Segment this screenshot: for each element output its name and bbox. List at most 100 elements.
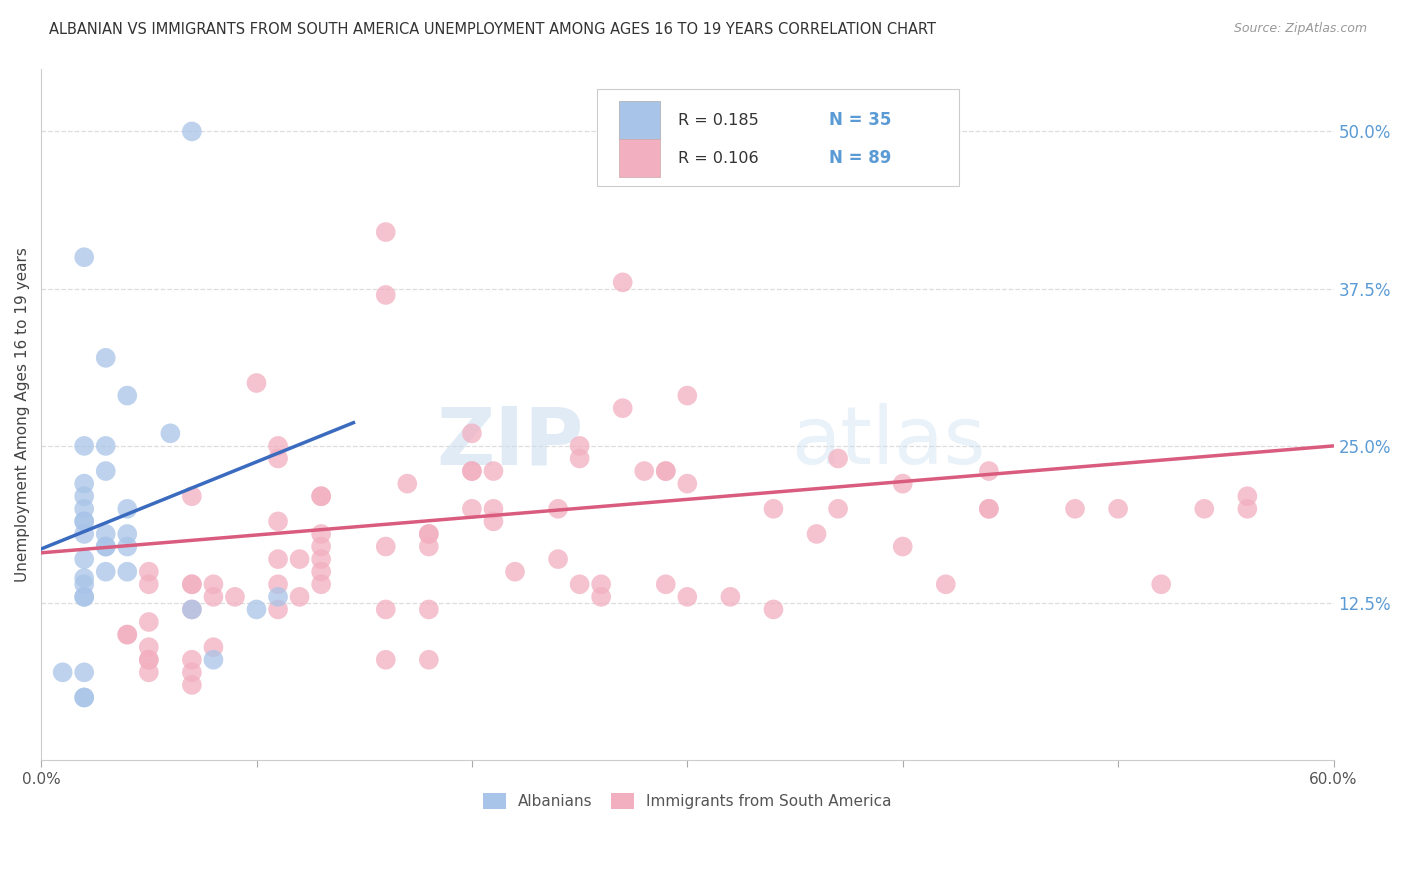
Point xyxy=(374,653,396,667)
Point xyxy=(977,501,1000,516)
Point xyxy=(309,489,332,503)
Point xyxy=(73,571,96,585)
Point xyxy=(461,464,484,478)
Point xyxy=(655,464,678,478)
Point xyxy=(547,501,569,516)
Point xyxy=(267,515,290,529)
Point xyxy=(202,577,225,591)
Point xyxy=(482,464,505,478)
Point xyxy=(94,439,117,453)
Point xyxy=(309,577,332,591)
Point xyxy=(806,527,828,541)
Point xyxy=(418,540,440,554)
Point xyxy=(73,665,96,680)
Point xyxy=(612,276,634,290)
Point xyxy=(591,577,613,591)
Point xyxy=(267,439,290,453)
Point xyxy=(309,552,332,566)
Point xyxy=(309,527,332,541)
Point xyxy=(73,552,96,566)
Point xyxy=(418,527,440,541)
Text: N = 89: N = 89 xyxy=(830,150,891,168)
Point xyxy=(138,577,160,591)
Point xyxy=(94,540,117,554)
Point xyxy=(73,515,96,529)
Point xyxy=(374,225,396,239)
Point xyxy=(52,665,75,680)
Point xyxy=(180,124,202,138)
Point xyxy=(891,540,914,554)
Point xyxy=(138,653,160,667)
Point xyxy=(245,602,267,616)
Point xyxy=(73,501,96,516)
Text: atlas: atlas xyxy=(790,403,986,481)
Point xyxy=(418,527,440,541)
Point xyxy=(267,577,290,591)
Point xyxy=(138,665,160,680)
Text: R = 0.106: R = 0.106 xyxy=(678,151,759,166)
Point xyxy=(224,590,246,604)
Point xyxy=(180,653,202,667)
Point xyxy=(461,501,484,516)
Point xyxy=(117,565,139,579)
Point xyxy=(1064,501,1087,516)
Point xyxy=(180,489,202,503)
Point xyxy=(1236,489,1258,503)
Point xyxy=(482,515,505,529)
Point xyxy=(309,489,332,503)
Point xyxy=(73,250,96,264)
Point xyxy=(138,615,160,629)
Point xyxy=(482,501,505,516)
Point xyxy=(138,565,160,579)
Point xyxy=(94,527,117,541)
Point xyxy=(591,590,613,604)
Point xyxy=(73,489,96,503)
Point xyxy=(180,678,202,692)
Text: N = 35: N = 35 xyxy=(830,112,891,129)
Point xyxy=(267,552,290,566)
Point xyxy=(180,602,202,616)
Point xyxy=(935,577,957,591)
Text: ALBANIAN VS IMMIGRANTS FROM SOUTH AMERICA UNEMPLOYMENT AMONG AGES 16 TO 19 YEARS: ALBANIAN VS IMMIGRANTS FROM SOUTH AMERIC… xyxy=(49,22,936,37)
Text: ZIP: ZIP xyxy=(437,403,583,481)
Point xyxy=(418,602,440,616)
Point xyxy=(655,464,678,478)
Point xyxy=(180,577,202,591)
Point xyxy=(568,577,591,591)
Text: Source: ZipAtlas.com: Source: ZipAtlas.com xyxy=(1233,22,1367,36)
Point xyxy=(309,540,332,554)
Point xyxy=(309,565,332,579)
Point xyxy=(117,388,139,402)
Point xyxy=(267,602,290,616)
Point xyxy=(180,577,202,591)
Point xyxy=(117,527,139,541)
Point xyxy=(180,602,202,616)
Point xyxy=(73,590,96,604)
Point xyxy=(461,464,484,478)
Point xyxy=(1150,577,1173,591)
Point xyxy=(891,476,914,491)
Point xyxy=(138,640,160,655)
Point xyxy=(117,540,139,554)
Point xyxy=(418,653,440,667)
Point xyxy=(1194,501,1216,516)
Point xyxy=(655,577,678,591)
Point xyxy=(288,590,311,604)
Point xyxy=(827,451,849,466)
Point xyxy=(762,501,785,516)
Point xyxy=(1236,501,1258,516)
Point xyxy=(267,590,290,604)
Point xyxy=(245,376,267,390)
Point xyxy=(73,476,96,491)
Point xyxy=(374,602,396,616)
Point xyxy=(202,640,225,655)
Point xyxy=(568,439,591,453)
Point xyxy=(117,627,139,641)
Point xyxy=(676,476,699,491)
Point xyxy=(676,590,699,604)
Point xyxy=(827,501,849,516)
Bar xyxy=(619,139,661,178)
Point xyxy=(159,426,181,441)
Legend: Albanians, Immigrants from South America: Albanians, Immigrants from South America xyxy=(477,787,898,815)
Point xyxy=(568,451,591,466)
